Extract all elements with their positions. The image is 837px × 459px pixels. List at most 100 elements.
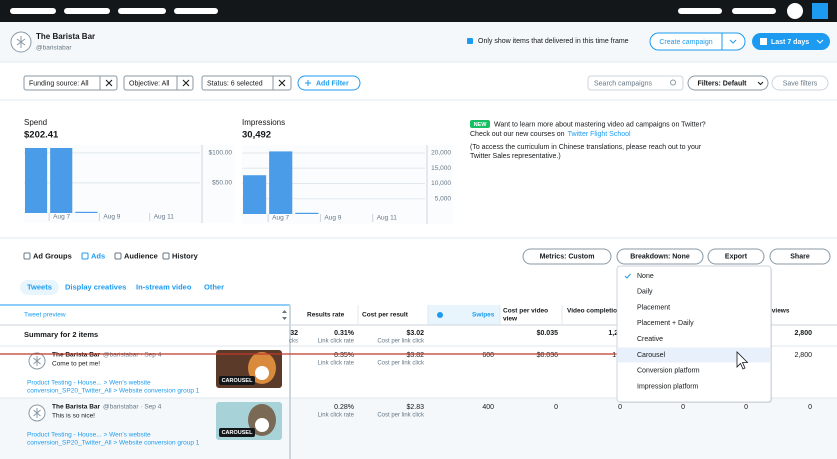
column-header: Cost per result [362, 312, 409, 319]
chart-total: $202.41 [24, 130, 59, 141]
tab-icon [23, 252, 31, 260]
save-filters-button[interactable] [771, 75, 829, 91]
menu-item[interactable]: Carousel [637, 352, 665, 359]
toolbar-label: Share [790, 253, 810, 260]
media-detail [255, 366, 269, 380]
campaign-path[interactable]: conversion_SP20_Twitter_All > Website co… [27, 388, 200, 395]
column-header: Results rate [307, 312, 345, 319]
column-header: o views [766, 308, 790, 315]
bar [25, 148, 48, 213]
new-badge-label: NEW [474, 122, 488, 128]
y-tick-label: $100.00 [209, 150, 233, 157]
tab-icon [162, 252, 170, 260]
remove-icon[interactable] [278, 79, 286, 87]
carousel-badge [219, 428, 255, 437]
nav-app-icon[interactable] [812, 3, 828, 19]
bar [50, 148, 73, 213]
summary-label: Summary for 2 items [24, 330, 98, 339]
cell-value: 0.28% [334, 404, 354, 411]
cell-value: $2.83 [406, 404, 424, 411]
cell-value: $3.82 [406, 352, 424, 359]
create-campaign-button[interactable] [649, 32, 746, 51]
save-filters-label: Save filters [783, 80, 818, 87]
checkbox-label: Only show items that delivered in this t… [478, 38, 629, 45]
tab[interactable]: Ad Groups [33, 251, 72, 260]
campaign-path[interactable]: conversion_SP20_Twitter_All > Website co… [27, 440, 200, 447]
subtab[interactable]: Other [204, 282, 224, 291]
date-button[interactable] [752, 33, 830, 50]
toolbar-label: Export [725, 253, 748, 260]
cell-subtext: Link click rate [318, 413, 355, 419]
tweet-text: Come to pet me! [52, 361, 100, 368]
chart-title: Impressions [242, 118, 285, 127]
tab-icon [114, 252, 122, 260]
cell-value: 32 [290, 330, 298, 337]
y-tick-label: 20,000 [431, 150, 451, 157]
filter-chip[interactable] [201, 75, 292, 91]
menu-item[interactable]: Conversion platform [637, 368, 700, 375]
remove-icon[interactable] [182, 79, 190, 87]
menu-item[interactable]: Placement [637, 304, 670, 311]
filter-chip-label: Status: 6 selected [207, 80, 263, 87]
nav-items [10, 3, 803, 19]
filter-chip[interactable] [123, 75, 194, 91]
x-tick-label: Aug 9 [103, 214, 120, 221]
toolbar-button[interactable] [616, 248, 704, 265]
promo-link: Twitter Flight School [568, 131, 631, 138]
sort-icon [282, 310, 287, 320]
subtab[interactable]: Display creatives [65, 282, 126, 291]
new-badge [470, 120, 490, 128]
subtab[interactable]: In-stream video [136, 282, 192, 291]
tab[interactable]: Ads [91, 251, 105, 260]
search-box[interactable] [587, 75, 684, 91]
filters-button[interactable] [687, 75, 769, 91]
remove-icon[interactable] [105, 79, 113, 87]
carousel-label: CAROUSEL [222, 378, 254, 384]
cell-value: 0 [618, 404, 622, 411]
carousel-badge [219, 376, 255, 385]
menu-hover [618, 347, 770, 363]
menu-item[interactable]: Placement + Daily [637, 320, 694, 327]
toolbar-button[interactable] [769, 248, 831, 265]
bar [269, 151, 293, 214]
chevron [816, 39, 824, 44]
top-nav [0, 0, 837, 22]
menu-item[interactable]: None [637, 273, 654, 280]
account-name: The Barista Bar [36, 32, 95, 41]
chevron [757, 81, 764, 86]
checkbox[interactable] [467, 38, 473, 44]
account-handle: @baristabar [36, 45, 72, 52]
menu-item[interactable]: Impression platform [637, 383, 699, 390]
cell-value: 0 [808, 404, 812, 411]
cell-value: $3.02 [406, 330, 424, 337]
tab[interactable]: History [172, 251, 199, 260]
filter-chip-label: Funding source: All [29, 80, 89, 87]
filter-chip[interactable] [23, 75, 118, 91]
bar [295, 212, 319, 214]
promo-text: Want to learn more about mastering video… [494, 121, 706, 128]
chart-total: 30,492 [242, 130, 271, 141]
bar [243, 175, 267, 214]
add-filter-button[interactable] [297, 75, 361, 91]
tweet-handle: @baristabar · Sep 4 [103, 352, 162, 359]
subtab[interactable]: Tweets [27, 282, 52, 291]
menu-item[interactable]: Daily [637, 289, 653, 296]
cell-subtext: Link click rate [318, 361, 355, 367]
campaign-path[interactable]: Product Testing - House... > Wen's websi… [27, 432, 151, 439]
menu-item[interactable]: Creative [637, 336, 663, 343]
campaign-path[interactable]: Product Testing - House... > Wen's websi… [27, 380, 151, 387]
avatar-logo [16, 36, 26, 48]
carousel-label: CAROUSEL [222, 430, 254, 436]
row-bg [0, 398, 837, 459]
search-icon [670, 79, 676, 86]
cell-value: 0 [744, 404, 748, 411]
toolbar-button[interactable] [522, 248, 612, 265]
toolbar-button[interactable] [707, 248, 765, 265]
filter-chip-label: Objective: All [129, 80, 170, 87]
tab[interactable]: Audience [124, 251, 158, 260]
mouse-cursor [736, 351, 749, 370]
subtab-active[interactable] [20, 280, 59, 295]
y-tick-label: $50.00 [212, 180, 232, 187]
